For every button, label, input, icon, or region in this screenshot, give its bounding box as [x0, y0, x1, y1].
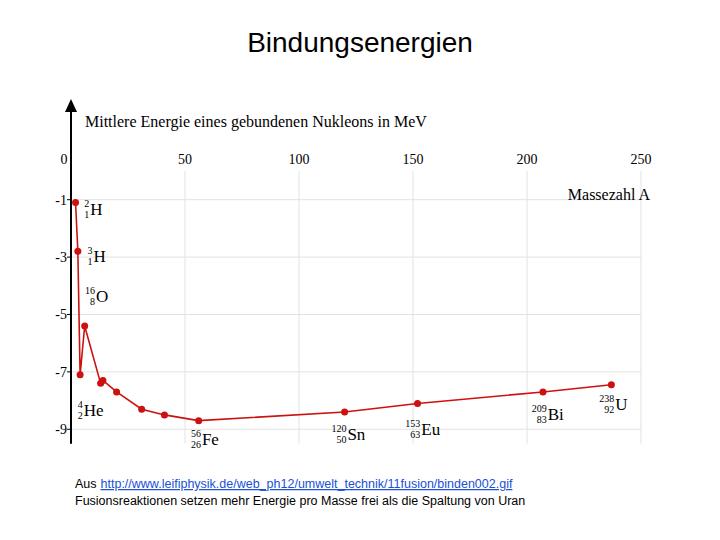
marker	[99, 377, 106, 384]
y-tick	[67, 371, 71, 372]
element-symbol: U	[615, 395, 627, 414]
y-axis-range	[70, 171, 72, 444]
x-tick-label: 150	[403, 152, 424, 167]
marker	[72, 199, 79, 206]
charge-number: 63	[410, 429, 420, 440]
y-tick-label: -1	[55, 193, 67, 208]
mass-number: 16	[85, 285, 95, 296]
element-symbol: Fe	[202, 430, 219, 449]
y-axis	[70, 104, 72, 444]
source-prefix: Aus	[75, 477, 97, 491]
grid-line-x	[641, 171, 642, 444]
y-tick-label: -3	[55, 250, 67, 265]
y-tick	[67, 314, 71, 315]
element-symbol: O	[96, 287, 108, 306]
nuclide-label: 42He	[78, 399, 104, 421]
mass-number: 4	[78, 399, 83, 410]
marker	[608, 381, 615, 388]
grid-line-y	[71, 257, 641, 258]
charge-number: 1	[87, 256, 92, 267]
mass-number: 238	[599, 393, 614, 404]
caption: Fusionsreaktionen setzen mehr Energie pr…	[75, 494, 525, 508]
y-tick-label: -7	[55, 365, 67, 380]
mass-number: 56	[191, 428, 201, 439]
element-symbol: Bi	[548, 405, 564, 424]
mass-number: 209	[532, 403, 547, 414]
source: Aus http://www.leifiphysik.de/web_ph12/um…	[75, 477, 513, 491]
curve	[76, 203, 612, 421]
nuclide-label: 23892U	[599, 393, 627, 415]
y-tick	[67, 257, 71, 258]
charge-number: 8	[90, 296, 95, 307]
marker	[113, 388, 120, 395]
x-tick-label: 250	[631, 152, 652, 167]
x-tick-label: 0	[61, 152, 68, 167]
nuclide-label: 12050Sn	[331, 423, 365, 445]
chart: Bindungsenergien Mittlere Energie eines g…	[0, 0, 720, 540]
mass-number: 2	[84, 198, 89, 209]
y-tick	[67, 429, 71, 430]
nuclide-label: 20983Bi	[532, 403, 564, 425]
charge-number: 26	[191, 439, 201, 450]
marker	[74, 248, 81, 255]
charge-number: 50	[336, 434, 346, 445]
grid-line-x	[185, 171, 186, 444]
element-symbol: Sn	[347, 425, 365, 444]
y-tick	[67, 199, 71, 200]
x-tick-label: 100	[289, 152, 310, 167]
nuclide-label: 15363Eu	[405, 418, 440, 440]
x-tick-label: 50	[178, 152, 192, 167]
marker	[539, 388, 546, 395]
x-tick-label: 200	[517, 152, 538, 167]
plot-area	[72, 199, 615, 424]
nuclide-label: 31H	[87, 245, 105, 267]
grid-line-y	[71, 199, 641, 200]
x-axis-title: Massezahl A	[568, 186, 651, 203]
charge-number: 92	[604, 404, 614, 415]
y-axis-arrow	[65, 99, 77, 112]
grid-line-x	[299, 171, 300, 444]
element-symbol: H	[93, 247, 105, 266]
grid-line-x	[71, 171, 72, 444]
charge-number: 2	[78, 410, 83, 421]
nuclide-label: 5626Fe	[191, 428, 219, 450]
source-link[interactable]: http://www.leifiphysik.de/web_ph12/umwel…	[101, 477, 513, 491]
element-symbol: Eu	[421, 420, 440, 439]
marker	[195, 417, 202, 424]
nuclide-label: 168O	[85, 285, 108, 307]
y-tick-label: -5	[55, 307, 67, 322]
charge-number: 83	[537, 414, 547, 425]
element-symbol: H	[90, 200, 102, 219]
marker	[81, 322, 88, 329]
mass-number: 120	[331, 423, 346, 434]
title: Bindungsenergien	[247, 27, 473, 58]
nuclide-label: 21H	[84, 198, 102, 220]
mass-number: 153	[405, 418, 420, 429]
grid-line-y	[71, 371, 641, 372]
marker	[138, 406, 145, 413]
y-axis-title: Mittlere Energie eines gebundenen Nukleo…	[85, 113, 427, 131]
marker	[414, 400, 421, 407]
marker	[341, 409, 348, 416]
mass-number: 3	[87, 245, 92, 256]
grid-line-x	[413, 171, 414, 444]
marker	[161, 411, 168, 418]
y-tick-label: -9	[55, 422, 67, 437]
grid-line-x	[527, 171, 528, 444]
grid-line-y	[71, 314, 641, 315]
marker	[77, 371, 84, 378]
element-symbol: He	[84, 401, 104, 420]
charge-number: 1	[84, 209, 89, 220]
